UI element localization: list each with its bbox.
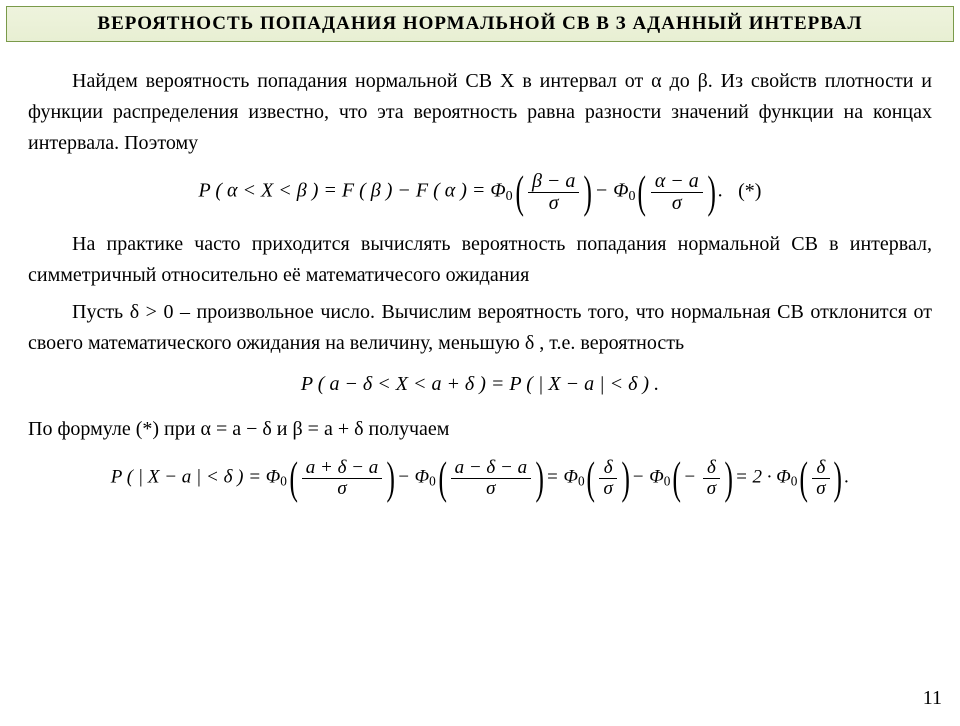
frac-num: α − a <box>651 171 703 192</box>
phi-sub-0: 0 <box>578 474 585 489</box>
lparen-icon: ( <box>800 455 808 501</box>
formula3-eq-phi: = Φ <box>546 466 578 487</box>
formula3-frac3: δ σ <box>599 458 616 499</box>
frac-den: σ <box>599 478 616 499</box>
formula1-tail: . <box>718 180 723 202</box>
formula3-minus-phi2: − Φ <box>632 466 664 487</box>
paragraph-4: По формуле (*) при α = a − δ и β = a + δ… <box>28 414 932 445</box>
frac-den: σ <box>651 192 703 214</box>
formula3-tail: . <box>844 466 849 487</box>
rparen-icon: ) <box>621 455 629 501</box>
paragraph-1: Найдем вероятность попадания нормальной … <box>28 66 932 159</box>
formula2-text: P ( a − δ < X < a + δ ) = P ( | X − a | … <box>301 373 659 395</box>
frac-den: σ <box>451 478 531 499</box>
formula3-eq-2phi: = 2 · Φ <box>735 466 791 487</box>
slide-body: Найдем вероятность попадания нормальной … <box>0 42 960 501</box>
rparen-icon: ) <box>535 455 543 501</box>
rparen-icon: ) <box>386 455 394 501</box>
phi-sub-0: 0 <box>506 189 513 204</box>
formula1-frac2: α − a σ <box>651 171 703 214</box>
formula3-frac4: δ σ <box>703 458 720 499</box>
formula3-frac5: δ σ <box>812 458 829 499</box>
formula3-frac1: a + δ − a σ <box>302 458 382 499</box>
formula1-tag: (*) <box>738 180 761 202</box>
slide-title: ВЕРОЯТНОСТЬ ПОПАДАНИЯ НОРМАЛЬНОЙ СВ В З … <box>97 13 862 34</box>
frac-num: δ <box>703 458 720 478</box>
frac-den: σ <box>302 478 382 499</box>
lparen-icon: ( <box>438 455 446 501</box>
frac-num: a − δ − a <box>451 458 531 478</box>
paragraph-2: На практике часто приходится вычислять в… <box>28 229 932 291</box>
frac-den: σ <box>812 478 829 499</box>
frac-den: σ <box>528 192 579 214</box>
frac-num: a + δ − a <box>302 458 382 478</box>
formula3-minus-phi: − Φ <box>397 466 429 487</box>
frac-den: σ <box>703 478 720 499</box>
rparen-icon: ) <box>724 455 732 501</box>
phi-sub-0: 0 <box>791 474 798 489</box>
phi-sub-0: 0 <box>429 474 436 489</box>
formula3-left: P ( | X − a | < δ ) = Φ <box>111 466 280 487</box>
neg-sign: − <box>683 466 701 487</box>
formula1-minus-phi: − Φ <box>595 180 629 202</box>
phi-sub-0: 0 <box>628 189 635 204</box>
formula-1: P ( α < X < β ) = F ( β ) − F ( α ) = Φ0… <box>28 169 932 215</box>
slide-header: ВЕРОЯТНОСТЬ ПОПАДАНИЯ НОРМАЛЬНОЙ СВ В З … <box>6 6 954 42</box>
paragraph-3: Пусть δ > 0 – произвольное число. Вычисл… <box>28 297 932 359</box>
formula-3: P ( | X − a | < δ ) = Φ0 ( a + δ − a σ )… <box>28 455 932 501</box>
frac-num: β − a <box>528 171 579 192</box>
formula1-lhs: P ( α < X < β ) = F ( β ) − F ( α ) = Φ <box>199 180 506 202</box>
lparen-icon: ( <box>289 455 297 501</box>
formula-2: P ( a − δ < X < a + δ ) = P ( | X − a | … <box>28 369 932 400</box>
phi-sub-0: 0 <box>280 474 287 489</box>
lparen-icon: ( <box>515 169 523 215</box>
rparen-icon: ) <box>834 455 842 501</box>
lparen-icon: ( <box>587 455 595 501</box>
frac-num: δ <box>599 458 616 478</box>
formula1-frac1: β − a σ <box>528 171 579 214</box>
formula3-frac2: a − δ − a σ <box>451 458 531 499</box>
frac-num: δ <box>812 458 829 478</box>
lparen-icon: ( <box>673 455 681 501</box>
phi-sub-0: 0 <box>664 474 671 489</box>
rparen-icon: ) <box>707 169 715 215</box>
page-number: 11 <box>923 687 942 710</box>
rparen-icon: ) <box>584 169 592 215</box>
lparen-icon: ( <box>638 169 646 215</box>
